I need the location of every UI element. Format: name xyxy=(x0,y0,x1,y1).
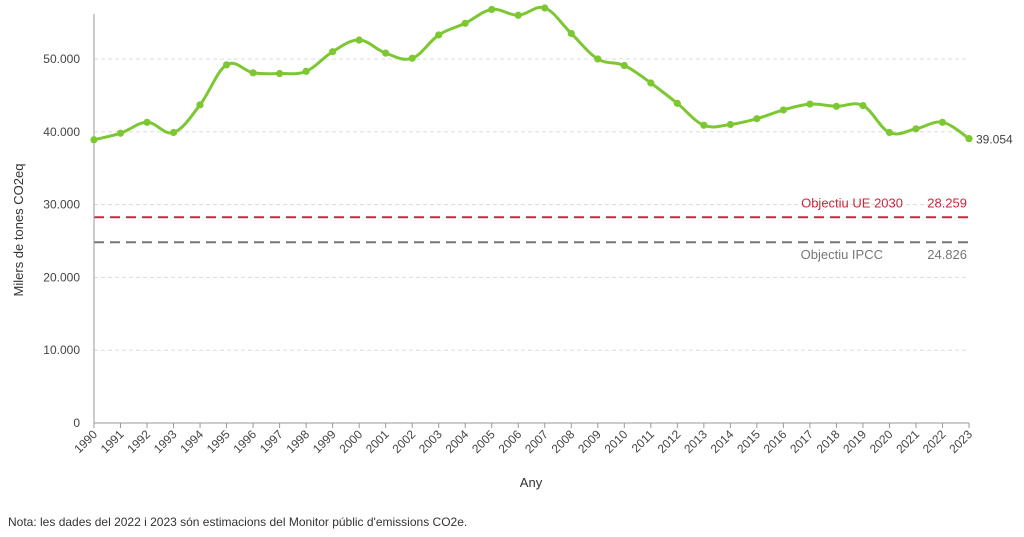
emissions-series-line xyxy=(92,5,971,142)
data-point xyxy=(912,125,920,133)
footnote: Nota: les dades del 2022 i 2023 són esti… xyxy=(8,515,468,529)
x-tick-label: 2018 xyxy=(814,427,843,456)
data-point xyxy=(938,118,947,126)
data-point xyxy=(779,106,787,114)
x-tick-label: 2008 xyxy=(549,427,578,456)
data-point xyxy=(700,121,708,129)
y-axis-ticks: 0 10.000 20.000 30.000 40.000 50.000 xyxy=(43,52,80,430)
data-point xyxy=(408,54,416,62)
x-tick-label: 2004 xyxy=(443,427,472,456)
x-tick-label: 2013 xyxy=(681,427,710,456)
x-tick-label: 2003 xyxy=(416,427,445,456)
data-point xyxy=(249,69,257,77)
data-point xyxy=(302,67,310,75)
data-point xyxy=(647,79,655,87)
data-point xyxy=(222,61,231,69)
data-point xyxy=(885,128,894,137)
x-tick-label: 2009 xyxy=(575,427,604,456)
data-point xyxy=(488,5,496,14)
x-axis-ticks: 1990199119921993199419951996199719981999… xyxy=(71,423,975,456)
x-tick-label: 1991 xyxy=(98,427,127,456)
data-point xyxy=(355,36,363,44)
data-point xyxy=(832,102,841,110)
data-point xyxy=(806,100,814,108)
x-tick-label: 2005 xyxy=(469,427,498,456)
data-point xyxy=(620,61,628,70)
x-tick-label: 2021 xyxy=(893,427,922,456)
last-value-label: 39.054 xyxy=(976,133,1013,147)
data-point xyxy=(753,115,761,123)
reference-line-name: Objectiu UE 2030 xyxy=(801,195,903,210)
reference-line-name: Objectiu IPCC xyxy=(801,247,883,262)
x-axis-title: Any xyxy=(520,475,543,490)
reference-line-value: 24.826 xyxy=(927,247,967,262)
grid-lines xyxy=(94,58,969,351)
y-tick-label: 20.000 xyxy=(43,270,80,284)
data-point xyxy=(382,49,390,57)
data-point xyxy=(169,128,178,137)
y-tick-label: 30.000 xyxy=(43,198,80,212)
x-tick-label: 1994 xyxy=(177,427,206,456)
x-tick-label: 2022 xyxy=(920,427,949,456)
data-point xyxy=(329,48,337,56)
reference-lines: Objectiu UE 2030 28.259 Objectiu IPCC 24.82… xyxy=(94,195,969,262)
x-tick-label: 1990 xyxy=(71,427,100,456)
y-tick-label: 0 xyxy=(73,416,80,430)
data-point xyxy=(859,101,867,110)
x-tick-label: 1993 xyxy=(151,427,180,456)
data-point xyxy=(116,129,125,137)
x-tick-label: 1995 xyxy=(204,427,233,456)
x-tick-label: 2001 xyxy=(363,427,392,456)
data-point xyxy=(726,120,734,129)
y-tick-label: 10.000 xyxy=(43,343,80,357)
data-point xyxy=(196,101,204,109)
y-tick-label: 40.000 xyxy=(43,125,80,139)
data-point xyxy=(143,118,151,126)
x-tick-label: 2014 xyxy=(708,427,737,456)
x-tick-label: 1997 xyxy=(257,427,286,456)
x-tick-label: 2019 xyxy=(840,427,869,456)
data-point xyxy=(567,29,575,38)
data-point xyxy=(461,19,469,27)
emissions-chart: Objectiu UE 2030 28.259 Objectiu IPCC 24.82… xyxy=(11,4,1013,490)
x-tick-label: 2011 xyxy=(629,427,657,455)
x-tick-label: 1998 xyxy=(283,427,312,456)
data-point xyxy=(594,55,602,63)
x-tick-label: 2016 xyxy=(761,427,790,456)
data-point xyxy=(514,11,522,19)
data-point xyxy=(541,4,549,12)
reference-line-value: 28.259 xyxy=(927,195,967,210)
data-point xyxy=(965,135,973,143)
x-tick-label: 2023 xyxy=(946,427,975,456)
y-tick-label: 50.000 xyxy=(43,52,80,66)
x-tick-label: 2020 xyxy=(867,427,896,456)
x-tick-label: 2010 xyxy=(602,427,631,456)
x-tick-label: 1999 xyxy=(310,427,339,456)
data-points xyxy=(90,4,973,144)
y-axis-title: Milers de tones CO2eq xyxy=(11,164,26,297)
x-tick-label: 1996 xyxy=(230,427,259,456)
x-tick-label: 2002 xyxy=(390,427,419,456)
x-tick-label: 2006 xyxy=(496,427,525,456)
x-tick-label: 2012 xyxy=(655,427,684,456)
data-point xyxy=(673,99,681,107)
x-tick-label: 2015 xyxy=(734,427,763,456)
data-point xyxy=(276,69,284,78)
x-tick-label: 2000 xyxy=(336,427,365,456)
data-point xyxy=(435,31,443,39)
x-tick-label: 2017 xyxy=(787,427,816,456)
x-tick-label: 1992 xyxy=(124,427,153,456)
x-tick-label: 2007 xyxy=(522,427,551,456)
data-point xyxy=(90,136,98,144)
